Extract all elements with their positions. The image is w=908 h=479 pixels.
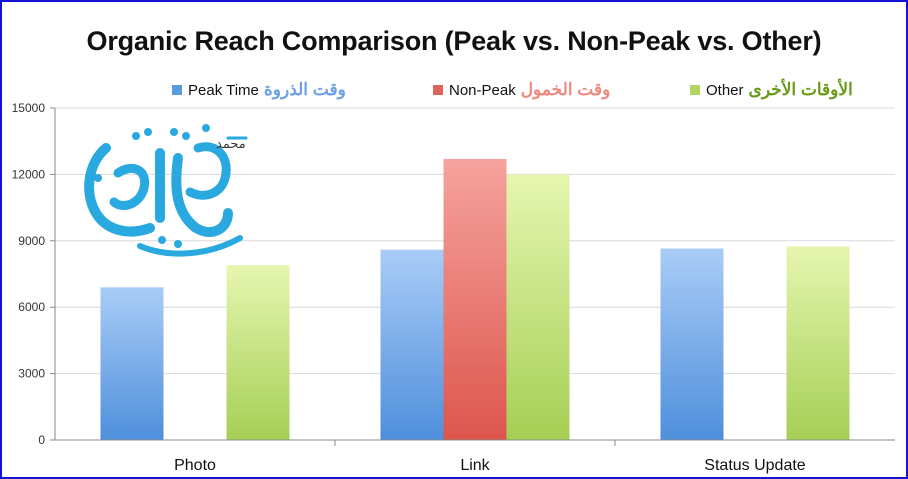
legend-swatch-nonpeak	[433, 85, 443, 95]
logo-small-text: محمد	[216, 137, 246, 152]
axis-layer: 0 3000 6000 9000 12000 15000 Photo Link Status U…	[12, 101, 895, 474]
y-tick-label: 0	[38, 433, 45, 447]
y-tick-label: 3000	[18, 367, 45, 381]
x-tick-label: Link	[460, 457, 490, 474]
y-tick-label: 12000	[12, 167, 46, 181]
legend-label-nonpeak-ar: وقت الخمول	[520, 80, 611, 99]
legend-label-peak: Peak Time	[188, 82, 259, 99]
x-tick-label: Photo	[174, 457, 216, 474]
bar-peak	[660, 248, 724, 440]
legend-swatch-peak	[172, 85, 182, 95]
bar-peak	[380, 249, 444, 440]
x-tick-label: Status Update	[704, 457, 806, 474]
legend-label-peak-ar: وقت الذروة	[263, 80, 346, 99]
bar-layer	[100, 158, 850, 440]
legend-item-nonpeak: Non-Peak وقت الخمول	[433, 80, 610, 100]
y-tick-label: 9000	[18, 234, 45, 248]
legend-swatch-other	[690, 85, 700, 95]
bar-other	[226, 265, 290, 440]
y-tick-label: 15000	[12, 101, 46, 115]
legend-item-other: Other الأوقات الأخرى	[690, 80, 853, 100]
bar-other	[786, 246, 850, 440]
chart-title: Organic Reach Comparison (Peak vs. Non-P…	[86, 26, 822, 56]
bar-other	[506, 174, 570, 440]
chart-legend: Peak Time وقت الذروة Non-Peak وقت الخمول O…	[0, 80, 908, 102]
legend-label-other: Other	[706, 82, 744, 99]
legend-label-nonpeak: Non-Peak	[449, 82, 516, 99]
arabic-calligraphy-logo-icon: محمد	[84, 124, 248, 257]
y-tick-label: 6000	[18, 300, 45, 314]
bar-peak	[100, 287, 164, 440]
legend-label-other-ar: الأوقات الأخرى	[748, 80, 853, 99]
bar-nonpeak	[443, 158, 507, 440]
legend-item-peak: Peak Time وقت الذروة	[172, 80, 346, 100]
